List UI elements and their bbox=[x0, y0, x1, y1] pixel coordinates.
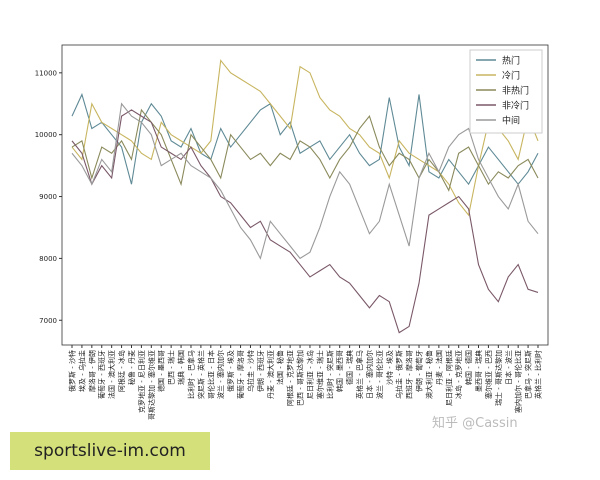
x-tick-label: 伊朗 - 西班牙 bbox=[256, 350, 265, 392]
x-tick-label: 突尼斯 - 英格兰 bbox=[196, 350, 205, 399]
banner[interactable]: sportslive-im.com bbox=[10, 432, 210, 470]
series-line bbox=[71, 109, 539, 334]
x-tick-label: 尼日利亚 - 冰岛 bbox=[305, 350, 314, 399]
x-tick-label: 克罗地亚 - 尼日利亚 bbox=[137, 350, 146, 413]
x-tick-label: 法国 - 秘鲁 bbox=[276, 350, 285, 385]
legend-label: 冷门 bbox=[502, 70, 520, 82]
x-tick-label: 冰岛 - 克罗地亚 bbox=[454, 350, 463, 399]
x-tick-label: 乌拉圭 - 沙特 bbox=[246, 350, 255, 392]
x-tick-label: 日本 - 塞内加尔 bbox=[365, 350, 374, 399]
y-tick-label: 10000 bbox=[35, 131, 57, 139]
x-tick-label: 巴西 - 哥斯达黎加 bbox=[296, 350, 305, 406]
x-tick-label: 韩国 - 德国 bbox=[464, 350, 473, 385]
x-tick-label: 秘鲁 - 丹麦 bbox=[127, 350, 136, 385]
x-tick-label: 沙特 - 埃及 bbox=[385, 350, 394, 385]
watermark: 知乎 @Cassin bbox=[432, 416, 518, 431]
y-tick-label: 9000 bbox=[39, 193, 57, 201]
x-tick-label: 阿根廷 - 冰岛 bbox=[117, 350, 126, 392]
x-tick-label: 塞内加尔 - 哥伦比亚 bbox=[514, 350, 523, 413]
x-tick-label: 尼日利亚 - 阿根廷 bbox=[444, 350, 453, 406]
x-tick-label: 澳大利亚 - 秘鲁 bbox=[424, 350, 433, 399]
x-tick-label: 葡萄牙 - 西班牙 bbox=[97, 350, 106, 399]
series-line bbox=[71, 108, 539, 192]
y-tick-label: 7000 bbox=[39, 317, 57, 325]
x-tick-label: 波兰 - 哥伦比亚 bbox=[375, 350, 384, 399]
series-line bbox=[71, 102, 539, 260]
x-tick-label: 巴拿马 - 突尼斯 bbox=[524, 350, 533, 399]
x-tick-label: 伊朗 - 葡萄牙 bbox=[415, 350, 424, 392]
x-tick-label: 西班牙 - 摩洛哥 bbox=[405, 350, 414, 399]
x-tick-label: 摩洛哥 - 伊朗 bbox=[87, 350, 96, 392]
x-tick-label: 比利时 - 突尼斯 bbox=[325, 350, 334, 399]
x-tick-label: 英格兰 - 比利时 bbox=[534, 350, 543, 399]
x-tick-label: 乌拉圭 - 俄罗斯 bbox=[395, 350, 404, 399]
y-tick-label: 8000 bbox=[39, 255, 57, 263]
legend-label: 中间 bbox=[502, 115, 520, 127]
x-tick-label: 塞尔维亚 - 巴西 bbox=[484, 350, 493, 399]
y-tick-label: 11000 bbox=[35, 69, 57, 77]
x-tick-label: 埃及 - 乌拉圭 bbox=[77, 350, 86, 392]
legend-label: 非热门 bbox=[502, 85, 529, 97]
x-tick-label: 阿根廷 - 克罗地亚 bbox=[286, 350, 295, 406]
x-tick-label: 瑞士 - 哥斯达黎加 bbox=[494, 350, 503, 406]
x-tick-label: 丹麦 - 澳大利亚 bbox=[266, 350, 275, 399]
x-tick-label: 瑞典 - 韩国 bbox=[177, 350, 186, 385]
x-tick-label: 德国 - 瑞典 bbox=[345, 350, 354, 385]
x-tick-label: 日本 - 波兰 bbox=[504, 350, 513, 385]
x-tick-label: 丹麦 - 法国 bbox=[434, 350, 443, 385]
x-tick-label: 法国 - 澳大利亚 bbox=[107, 350, 116, 399]
x-tick-label: 英格兰 - 巴拿马 bbox=[355, 350, 364, 399]
x-tick-label: 比利时 - 巴拿马 bbox=[186, 350, 195, 399]
x-tick-label: 巴西 - 瑞士 bbox=[167, 350, 176, 385]
plot-frame bbox=[61, 44, 549, 346]
x-tick-label: 墨西哥 - 瑞典 bbox=[474, 350, 483, 392]
legend-label: 热门 bbox=[502, 55, 520, 67]
legend-label: 非冷门 bbox=[502, 100, 529, 112]
x-tick-label: 葡萄牙 - 摩洛哥 bbox=[236, 350, 245, 399]
x-tick-label: 韩国 - 墨西哥 bbox=[335, 350, 344, 392]
x-tick-label: 俄罗斯 - 埃及 bbox=[226, 350, 235, 392]
x-tick-label: 波兰 - 塞内加尔 bbox=[216, 350, 225, 399]
series-line bbox=[71, 59, 539, 217]
x-tick-label: 哥斯达黎加 - 塞尔维亚 bbox=[147, 350, 156, 420]
legend-box bbox=[469, 49, 543, 134]
x-tick-label: 德国 - 墨西哥 bbox=[157, 350, 166, 392]
series-line bbox=[71, 92, 539, 186]
x-tick-label: 塞尔维亚 - 瑞士 bbox=[315, 350, 324, 399]
x-tick-label: 俄罗斯 - 沙特 bbox=[68, 350, 77, 392]
x-tick-label: 哥伦比亚 - 日本 bbox=[206, 350, 215, 399]
